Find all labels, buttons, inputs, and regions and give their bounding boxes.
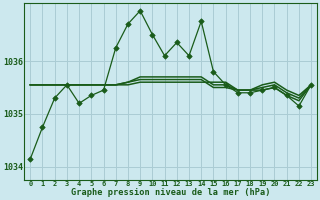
X-axis label: Graphe pression niveau de la mer (hPa): Graphe pression niveau de la mer (hPa) [71,188,270,197]
